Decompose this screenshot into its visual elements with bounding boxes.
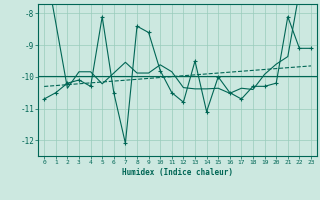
X-axis label: Humidex (Indice chaleur): Humidex (Indice chaleur) [122,168,233,177]
